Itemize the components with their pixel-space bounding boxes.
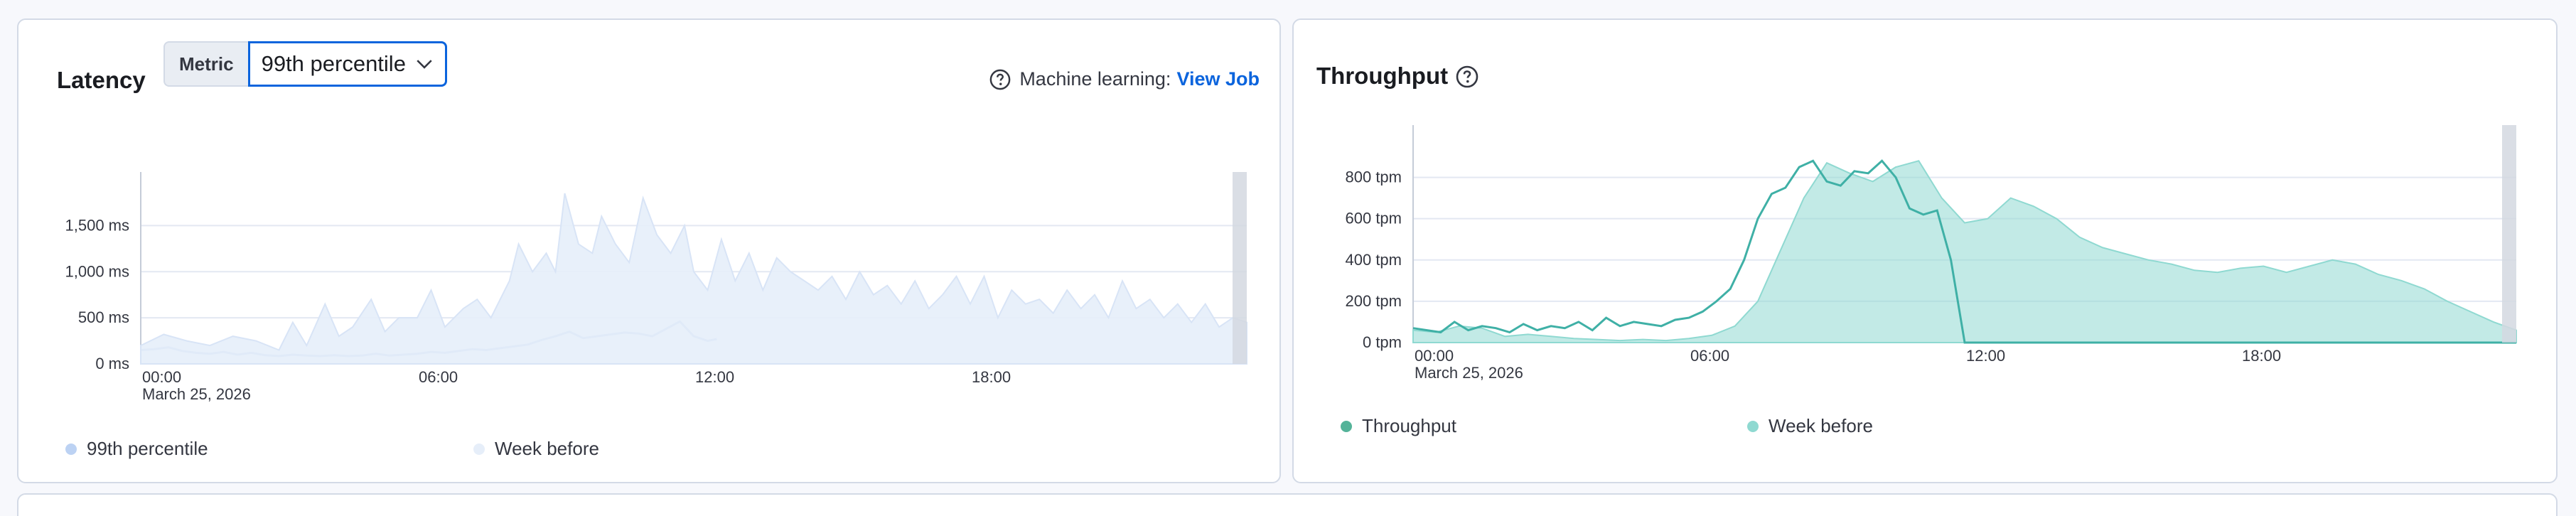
- legend-item-throughput[interactable]: Throughput: [1341, 415, 1456, 437]
- legend-item-week-before[interactable]: Week before: [473, 438, 599, 460]
- x-axis-date-label: March 25, 2026: [142, 385, 251, 403]
- x-tick-label: 06:00: [1690, 347, 1729, 365]
- legend-dot: [1341, 420, 1352, 432]
- legend-label: Week before: [495, 438, 599, 459]
- y-tick-label: 1,500 ms: [65, 216, 130, 234]
- throughput-panel: Throughput 0 tpm 200 tpm 400 tpm 600 tpm 800…: [1292, 18, 2558, 483]
- legend-label: Throughput: [1362, 415, 1456, 436]
- latency-panel: Latency Metric 99th percentile Machine l…: [17, 18, 1281, 483]
- latency-title: Latency: [57, 67, 146, 93]
- view-job-link[interactable]: View Job: [1176, 68, 1260, 90]
- x-axis-date-label: March 25, 2026: [1415, 364, 1523, 382]
- x-tick-label: 00:00: [142, 368, 181, 386]
- y-tick-label: 800 tpm: [1346, 168, 1402, 186]
- x-tick-label: 00:00: [1415, 347, 1454, 365]
- machine-learning-info: Machine learning: View Job: [989, 68, 1260, 90]
- x-tick-label: 12:00: [695, 368, 734, 386]
- metric-label: Metric: [163, 41, 248, 87]
- legend-item-week-before[interactable]: Week before: [1747, 415, 1873, 437]
- series-area: [140, 193, 1247, 365]
- y-tick-label: 0 tpm: [1363, 333, 1402, 351]
- question-icon[interactable]: [1456, 65, 1478, 88]
- y-tick-label: 400 tpm: [1346, 251, 1402, 269]
- chevron-down-icon: [416, 60, 432, 69]
- current-time-marker: [2502, 125, 2516, 343]
- series-area: [1412, 160, 2517, 343]
- x-tick-label: 18:00: [972, 368, 1011, 386]
- x-tick-label: 18:00: [2242, 347, 2281, 365]
- current-time-marker: [1233, 172, 1247, 364]
- metric-dropdown-value: 99th percentile: [261, 51, 406, 76]
- metric-selector: Metric 99th percentile: [163, 41, 447, 87]
- legend-dot: [65, 443, 77, 455]
- legend-label: Week before: [1769, 415, 1873, 436]
- latency-chart: 0 ms 500 ms 1,000 ms 1,500 ms 00:00 06:00 12:0…: [65, 172, 1247, 403]
- throughput-title: Throughput: [1316, 63, 1449, 89]
- throughput-chart: 0 tpm 200 tpm 400 tpm 600 tpm 800 tpm 00:00 06…: [1346, 125, 2517, 382]
- question-icon[interactable]: [989, 69, 1011, 90]
- ml-label: Machine learning:: [1019, 68, 1171, 90]
- legend-dot: [1747, 420, 1759, 432]
- next-panel: [17, 493, 2558, 516]
- metric-dropdown[interactable]: 99th percentile: [247, 41, 447, 87]
- x-tick-label: 12:00: [1966, 347, 2005, 365]
- y-tick-label: 1,000 ms: [65, 262, 130, 280]
- x-tick-label: 06:00: [419, 368, 458, 386]
- y-tick-label: 200 tpm: [1346, 292, 1402, 310]
- series-line: [1412, 159, 2516, 344]
- legend-label: 99th percentile: [87, 438, 208, 459]
- legend-item-99th-percentile[interactable]: 99th percentile: [65, 438, 208, 460]
- y-tick-label: 0 ms: [95, 355, 129, 372]
- y-tick-label: 600 tpm: [1346, 210, 1402, 227]
- legend-dot: [473, 443, 485, 455]
- y-tick-label: 500 ms: [78, 308, 129, 326]
